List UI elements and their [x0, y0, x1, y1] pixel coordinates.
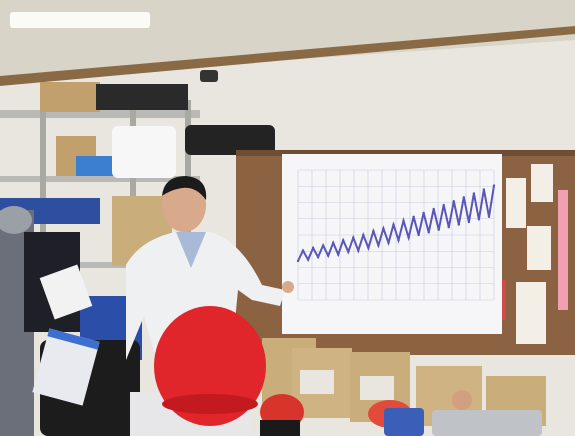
ceiling-beam	[0, 26, 575, 86]
hand	[452, 390, 472, 410]
series-line	[297, 185, 495, 262]
child-dark-shirt	[260, 420, 300, 436]
left-student	[0, 206, 100, 436]
wall-speaker	[200, 70, 218, 82]
child-red-cap	[130, 306, 266, 436]
ceiling-light	[10, 12, 150, 28]
grey-clipboard	[432, 410, 542, 436]
blue-folder	[384, 408, 424, 436]
chart-paper	[282, 154, 502, 334]
black-bag	[185, 125, 275, 155]
line-chart	[282, 154, 502, 334]
